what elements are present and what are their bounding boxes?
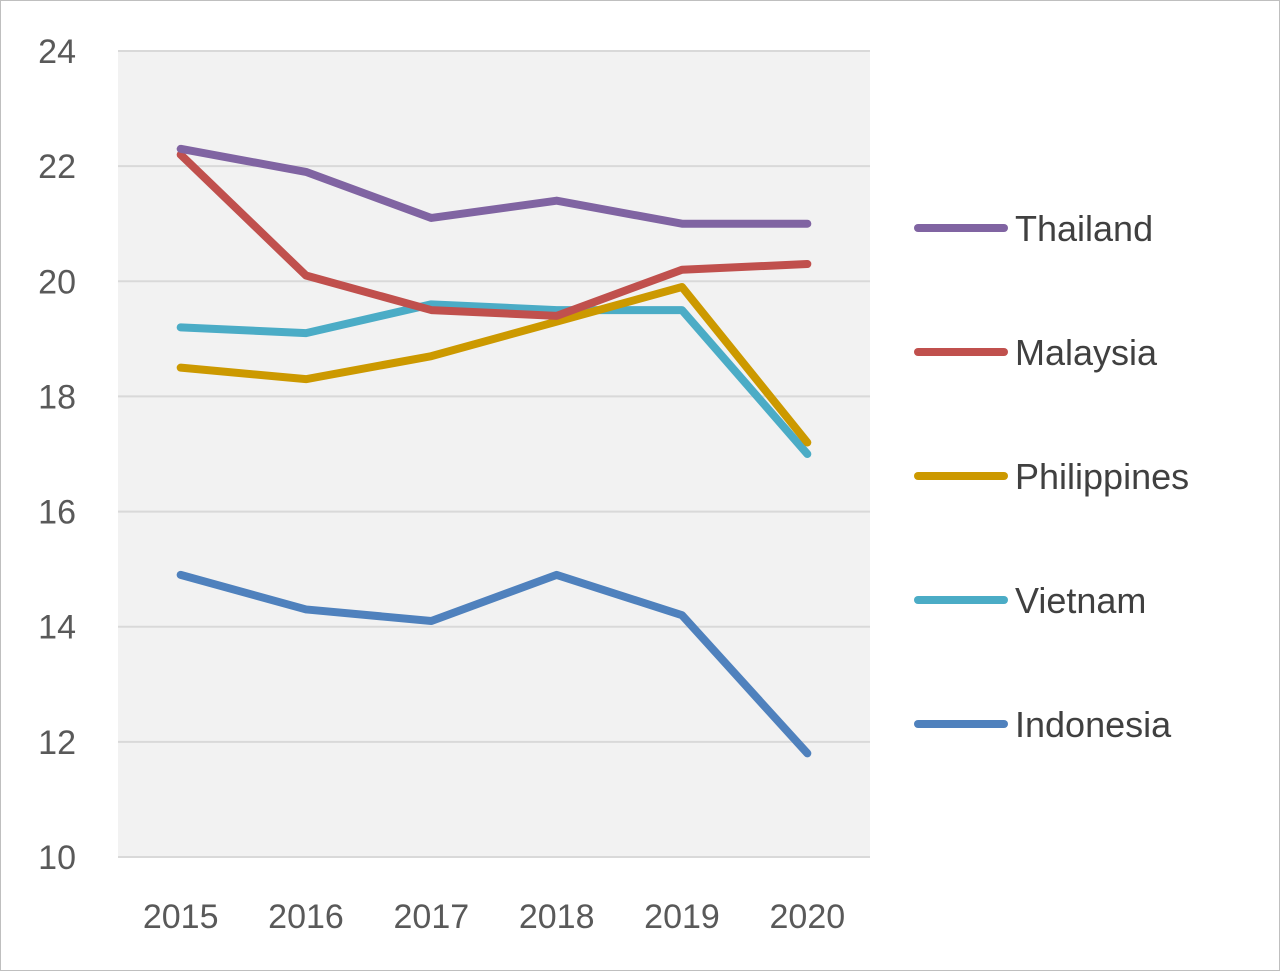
y-axis-tick-labels: 10 12 14 16 18 20 22 24 — [38, 33, 76, 877]
series-lines — [176, 144, 812, 758]
legend-label-vietnam: Vietnam — [1015, 580, 1146, 621]
x-tick-label: 2020 — [770, 898, 846, 936]
y-tick-label: 22 — [38, 148, 76, 186]
series-line-vietnam — [176, 300, 812, 458]
series-line-philippines — [176, 283, 812, 447]
series-line-malaysia — [176, 150, 812, 320]
x-tick-label: 2019 — [644, 898, 720, 936]
gridlines — [118, 50, 870, 858]
legend-label-indonesia: Indonesia — [1015, 704, 1172, 745]
series-line-thailand — [176, 144, 812, 228]
y-tick-label: 20 — [38, 263, 76, 301]
legend-label-thailand: Thailand — [1015, 208, 1153, 249]
x-tick-label: 2017 — [394, 898, 470, 936]
y-tick-label: 10 — [38, 839, 76, 877]
x-axis-tick-labels: 2015 2016 2017 2018 2019 2020 — [143, 898, 845, 936]
y-tick-label: 12 — [38, 724, 76, 762]
y-tick-label: 16 — [38, 494, 76, 532]
series-line-indonesia — [176, 570, 812, 758]
legend-label-philippines: Philippines — [1015, 456, 1189, 497]
legend-label-malaysia: Malaysia — [1015, 332, 1158, 373]
x-tick-label: 2018 — [519, 898, 595, 936]
x-tick-label: 2015 — [143, 898, 219, 936]
y-tick-label: 18 — [38, 378, 76, 416]
y-tick-label: 24 — [38, 33, 76, 71]
x-tick-label: 2016 — [268, 898, 344, 936]
plot-area — [118, 51, 870, 857]
legend: Thailand Malaysia Philippines Vietnam Indone… — [914, 208, 1189, 745]
y-tick-label: 14 — [38, 609, 76, 647]
